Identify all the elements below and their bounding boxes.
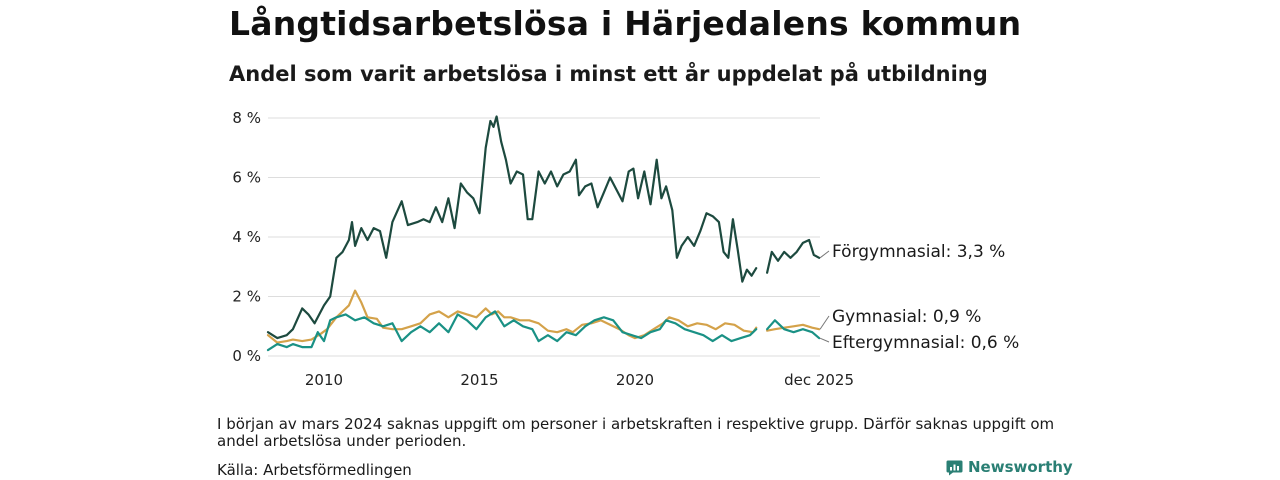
grid-layer	[268, 117, 820, 357]
series-layer	[266, 115, 821, 352]
chart-subtitle: Andel som varit arbetslösa i minst ett å…	[229, 62, 988, 86]
series-end-label: Eftergymnasial: 0,6 %	[832, 333, 1019, 353]
chart-title: Långtidsarbetslösa i Härjedalens kommun	[229, 4, 1022, 43]
y-tick-label: 8 %	[232, 109, 261, 127]
y-tick-label: 0 %	[232, 347, 261, 365]
source-note: Källa: Arbetsförmedlingen	[217, 461, 412, 479]
x-tick-label: 2010	[305, 371, 343, 389]
x-tick-label: dec 2025	[784, 371, 854, 389]
label-leader-line	[819, 250, 830, 259]
y-axis-ticks: 0 % 2 % 4 % 6 % 8 %	[232, 109, 261, 365]
series-line-eftergymnasial	[766, 319, 821, 340]
series-line-gymnasial	[266, 289, 758, 344]
y-tick-label: 2 %	[232, 288, 261, 306]
label-leader-line	[819, 337, 830, 343]
footnote: I början av mars 2024 saknas uppgift om …	[217, 415, 1055, 450]
series-line-eftergymnasial	[266, 310, 758, 352]
series-line-gymnasial	[766, 323, 821, 332]
x-axis-ticks: 2010 2015 2020 dec 2025	[305, 371, 854, 389]
y-tick-label: 4 %	[232, 228, 261, 246]
brand-logo: Newsworthy	[946, 458, 1073, 476]
series-end-labels: Förgymnasial: 3,3 % Gymnasial: 0,9 % Efter…	[819, 242, 1019, 353]
label-leader-line	[819, 315, 830, 330]
x-tick-label: 2020	[616, 371, 654, 389]
x-tick-label: 2015	[460, 371, 498, 389]
y-tick-label: 6 %	[232, 169, 261, 187]
series-end-label: Gymnasial: 0,9 %	[832, 307, 981, 327]
newsworthy-logo-icon	[946, 460, 963, 475]
series-line-förgymnasial	[266, 115, 758, 340]
brand-name: Newsworthy	[968, 458, 1073, 476]
series-end-label: Förgymnasial: 3,3 %	[832, 242, 1005, 262]
series-line-förgymnasial	[766, 238, 821, 274]
